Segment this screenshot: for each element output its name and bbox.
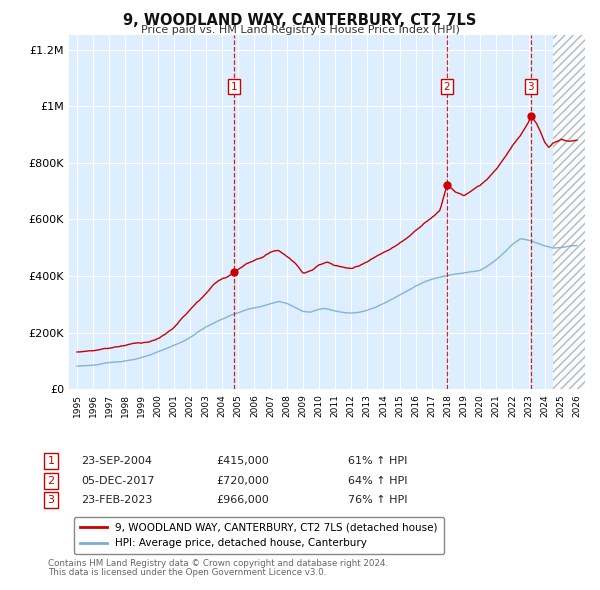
Text: 3: 3 [527,82,534,91]
Text: 2: 2 [443,82,450,91]
Text: Price paid vs. HM Land Registry's House Price Index (HPI): Price paid vs. HM Land Registry's House … [140,25,460,35]
Text: 05-DEC-2017: 05-DEC-2017 [81,476,155,486]
Text: 1: 1 [47,457,55,466]
Text: £720,000: £720,000 [216,476,269,486]
Text: 2: 2 [47,476,55,486]
Text: This data is licensed under the Open Government Licence v3.0.: This data is licensed under the Open Gov… [48,568,326,577]
Text: 3: 3 [47,496,55,505]
Text: £415,000: £415,000 [216,457,269,466]
Bar [553,35,585,389]
Text: 1: 1 [230,82,237,91]
Text: 76% ↑ HPI: 76% ↑ HPI [348,496,407,505]
Text: 61% ↑ HPI: 61% ↑ HPI [348,457,407,466]
Text: Contains HM Land Registry data © Crown copyright and database right 2024.: Contains HM Land Registry data © Crown c… [48,559,388,568]
Legend: 9, WOODLAND WAY, CANTERBURY, CT2 7LS (detached house), HPI: Average price, detac: 9, WOODLAND WAY, CANTERBURY, CT2 7LS (de… [74,517,443,555]
Text: 64% ↑ HPI: 64% ↑ HPI [348,476,407,486]
Text: 23-FEB-2023: 23-FEB-2023 [81,496,152,505]
Text: £966,000: £966,000 [216,496,269,505]
Text: 23-SEP-2004: 23-SEP-2004 [81,457,152,466]
Text: 9, WOODLAND WAY, CANTERBURY, CT2 7LS: 9, WOODLAND WAY, CANTERBURY, CT2 7LS [124,13,476,28]
